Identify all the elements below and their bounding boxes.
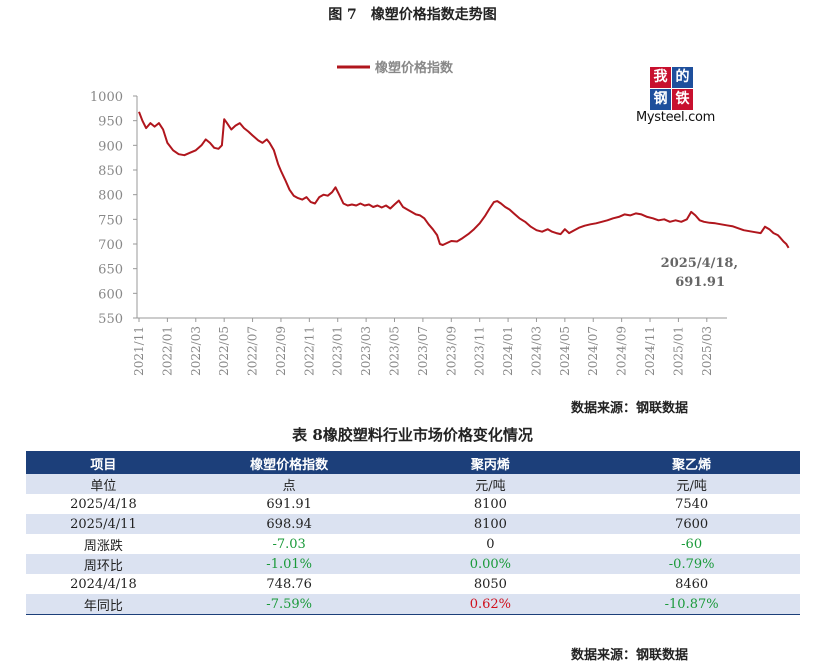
table-title-text: 橡胶塑料行业市场价格变化情况 (322, 426, 533, 444)
x-tick-label: 2023/05 (388, 326, 402, 376)
table-row: 单位点元/吨 元/吨 (26, 474, 800, 494)
table-cell: 单位 (26, 474, 181, 494)
table-cell: 8050 (473, 576, 507, 592)
table-title: 表 8橡胶塑料行业市场价格变化情况 (0, 424, 825, 445)
table-cell: -1.01% (180, 554, 398, 574)
table-row: 2024/4/18 748.76 8050 8460 (26, 574, 800, 594)
table-cell: 8460 (675, 576, 709, 592)
x-tick-label: 2024/03 (529, 326, 543, 376)
y-tick-label: 600 (98, 287, 123, 302)
x-tick-label: 2023/11 (473, 326, 487, 376)
table-cell: 周涨跌 (83, 538, 123, 554)
price-index-chart: 550 600 650 700 750 800 850 900 950 1000 2021/11 20… (0, 40, 825, 390)
price-change-table: 项目 橡塑价格指数 聚丙烯 聚乙烯 单位点元/吨 元/吨 2025/4/18 691.… (26, 451, 800, 615)
x-tick-label: 2025/03 (700, 326, 714, 376)
y-tick-label: 750 (98, 213, 123, 228)
x-tick-label: 2024/09 (615, 326, 629, 376)
y-tick-label: 950 (98, 115, 123, 130)
table-cell: 元/吨 (583, 474, 800, 494)
table-row: 周涨跌 -7.03 0 -60 (26, 534, 800, 554)
x-tick-label: 2021/11 (132, 326, 146, 376)
table-row: 2025/4/18 691.91 8100 7540 (26, 494, 800, 514)
table-cell: -7.59% (180, 594, 398, 615)
table-cell: 0 (486, 536, 495, 552)
logo-cell: 的 (672, 67, 693, 88)
table-row: 周环比 -1.01% 0.00% -0.79% (26, 554, 800, 574)
y-tick-label: 1000 (90, 90, 123, 105)
chart-source: 数据来源：钢联数据 (571, 401, 689, 416)
x-tick-label: 2024/11 (643, 326, 657, 376)
x-tick-label: 2024/05 (558, 326, 572, 376)
table-source: 数据来源：钢联数据 (571, 648, 689, 663)
logo-cell: 我 (650, 67, 671, 88)
y-tick-label: 650 (98, 263, 123, 278)
figure-number: 图 7 (328, 7, 357, 23)
table-row: 2025/4/11 698.94 8100 7600 (26, 514, 800, 534)
table-cell: 年同比 (26, 594, 181, 615)
header-index: 橡塑价格指数 (180, 451, 398, 474)
table-cell: -0.79% (583, 554, 800, 574)
table-cell: 2024/4/18 (70, 576, 137, 592)
table-cell: 698.94 (180, 514, 398, 534)
x-tick-label: 2022/03 (189, 326, 203, 376)
mysteel-logo: 我 的 钢 铁 Mysteel.com (636, 67, 726, 127)
y-tick-label: 550 (98, 312, 123, 327)
x-tick-label: 2024/01 (501, 326, 515, 376)
header-pe: 聚乙烯 (583, 451, 800, 474)
x-tick-label: 2022/05 (217, 326, 231, 376)
table-cell: 8100 (397, 514, 584, 534)
table-cell: 7600 (583, 514, 800, 534)
table-cell: 8100 (473, 496, 507, 512)
table-cell: -60 (681, 536, 703, 552)
logo-wordmark: Mysteel.com (636, 110, 715, 125)
table-cell: 7540 (675, 496, 709, 512)
table-body: 单位点元/吨 元/吨 2025/4/18 691.91 8100 7540 2025/4/1… (26, 474, 800, 615)
table-cell: 2025/4/11 (26, 514, 181, 534)
header-item: 项目 (26, 451, 181, 474)
table-header-row: 项目 橡塑价格指数 聚丙烯 聚乙烯 (26, 451, 800, 474)
logo-cell: 铁 (672, 89, 693, 110)
annotation-label: 2025/4/18, (661, 256, 738, 271)
x-tick-label: 2023/07 (416, 326, 430, 376)
table-cell: -10.87% (583, 594, 800, 615)
chart-svg: 550 600 650 700 750 800 850 900 950 1000 2021/11 20… (90, 60, 790, 376)
table-cell: 周环比 (26, 554, 181, 574)
y-tick-label: 700 (98, 238, 123, 253)
header-pp: 聚丙烯 (397, 451, 584, 474)
x-tick-label: 2024/07 (586, 326, 600, 376)
logo-cell: 钢 (650, 89, 671, 110)
table-cell: 691.91 (266, 496, 312, 512)
annotation-value: 691.91 (675, 275, 725, 290)
figure-title: 图 7 橡塑价格指数走势图 (0, 4, 825, 24)
table-cell: 0.62% (397, 594, 584, 615)
table-cell: 748.76 (266, 576, 312, 592)
figure-title-text: 橡塑价格指数走势图 (370, 7, 497, 23)
table-cell: 2025/4/18 (70, 496, 137, 512)
table-cell: 元/吨 (397, 474, 584, 494)
table-row: 年同比 -7.59% 0.62% -10.87% (26, 594, 800, 615)
x-tick-label: 2022/11 (302, 326, 316, 376)
x-tick-label: 2022/07 (246, 326, 260, 376)
y-tick-label: 900 (98, 139, 123, 154)
y-tick-label: 800 (98, 189, 123, 204)
x-tick-label: 2022/09 (274, 326, 288, 376)
table-cell: 点 (180, 474, 398, 494)
series-line (138, 111, 790, 249)
y-tick-label: 850 (98, 164, 123, 179)
x-tick-label: 2022/01 (160, 326, 174, 376)
table-number: 表 8 (292, 426, 323, 444)
x-tick-label: 2023/03 (359, 326, 373, 376)
x-tick-label: 2023/09 (444, 326, 458, 376)
table-cell: -7.03 (272, 536, 306, 552)
legend-label: 橡塑价格指数 (375, 60, 454, 76)
table-cell: 0.00% (397, 554, 584, 574)
x-tick-label: 2023/01 (331, 326, 345, 376)
x-tick-label: 2025/01 (671, 326, 685, 376)
